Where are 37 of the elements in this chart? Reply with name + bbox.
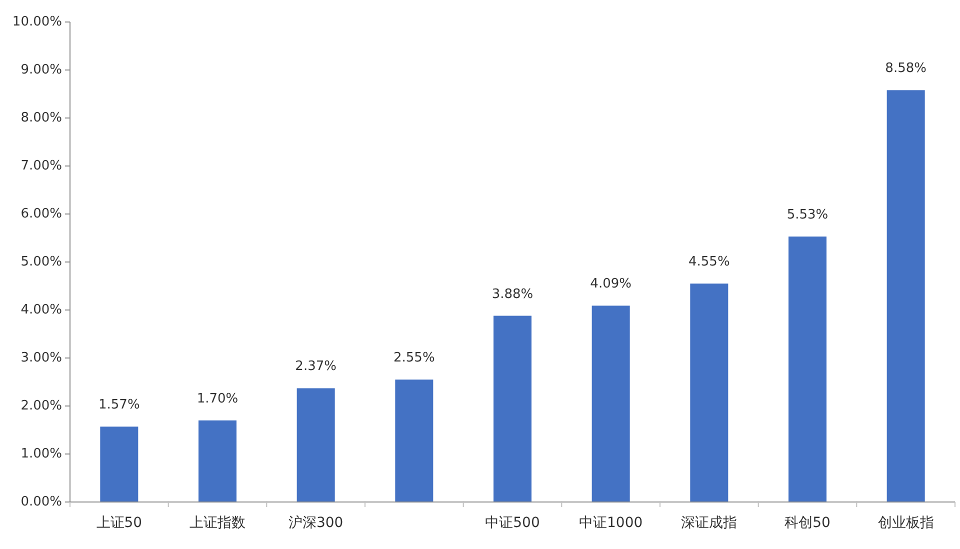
- x-tick-label: 上证指数: [190, 515, 246, 531]
- y-tick-label: 9.00%: [20, 62, 62, 78]
- y-tick-label: 10.00%: [12, 14, 62, 30]
- y-tick-label: 6.00%: [20, 206, 62, 222]
- data-label: 1.70%: [196, 391, 238, 406]
- y-tick-label: 4.00%: [20, 302, 62, 318]
- data-label: 1.57%: [98, 398, 140, 413]
- bar: [100, 426, 138, 502]
- x-tick-label: 科创50: [784, 515, 830, 531]
- data-label: 8.58%: [885, 61, 926, 76]
- data-label: 4.55%: [688, 254, 730, 270]
- bar: [592, 306, 630, 502]
- y-tick-label: 0.00%: [20, 494, 62, 510]
- bar: [395, 380, 434, 502]
- y-tick-label: 1.00%: [20, 446, 62, 462]
- bar: [198, 420, 236, 502]
- y-tick-label: 8.00%: [20, 110, 62, 126]
- data-label: 2.55%: [394, 350, 435, 366]
- bar: [788, 236, 826, 502]
- y-tick-label: 5.00%: [20, 254, 62, 270]
- data-label: 3.88%: [492, 286, 534, 302]
- bar: [690, 284, 728, 502]
- x-tick-label: 沪深300: [288, 515, 344, 531]
- bar: [296, 388, 335, 502]
- y-tick-label: 3.00%: [20, 350, 62, 366]
- data-label: 5.53%: [786, 208, 828, 223]
- y-tick-label: 7.00%: [20, 158, 62, 174]
- bar: [886, 90, 925, 502]
- x-tick-label: 创业板指: [878, 515, 934, 531]
- data-label: 2.37%: [295, 359, 336, 374]
- data-label: 4.09%: [590, 276, 632, 292]
- x-tick-label: 深证成指: [681, 515, 738, 531]
- x-tick-label: 中证500: [485, 515, 540, 531]
- bar: [494, 316, 532, 502]
- x-tick-label: 中证1000: [579, 515, 643, 531]
- y-tick-label: 2.00%: [20, 398, 62, 414]
- x-tick-label: 上证50: [96, 515, 142, 531]
